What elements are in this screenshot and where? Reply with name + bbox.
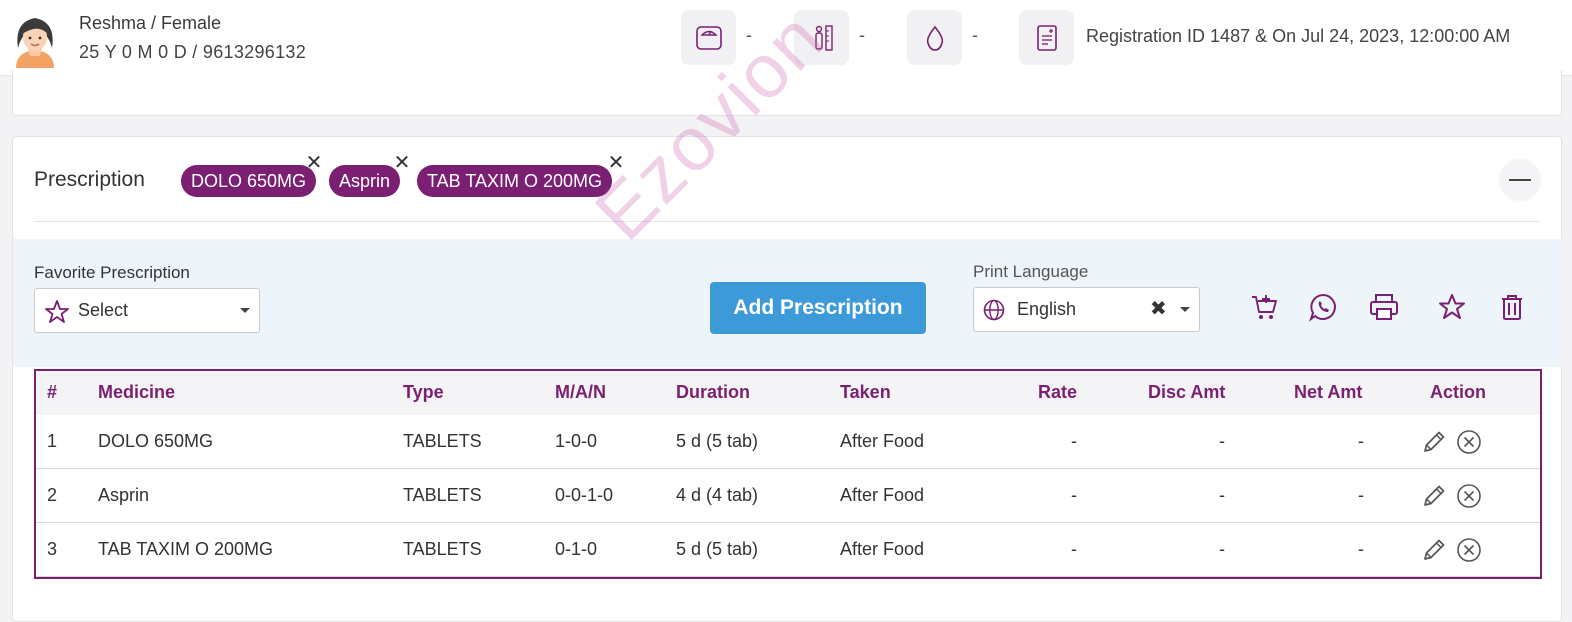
print-icon[interactable] [1366,289,1402,325]
column-header: Rate [1038,382,1078,402]
remove-circle-icon[interactable] [1456,429,1482,455]
cell-duration: 5 d (5 tab) [676,539,759,559]
column-header: Taken [840,382,891,402]
cell-rate: - [1071,485,1077,505]
cell-taken: After Food [840,539,925,559]
cell-number: 2 [47,485,58,505]
cell-disc-amt: - [1219,431,1225,451]
cell-type: TABLETS [403,431,482,451]
chevron-down-icon [1180,307,1190,312]
column-header: Net Amt [1294,382,1363,402]
chip-label: Asprin [339,171,391,191]
registration-icon [1019,10,1074,65]
star-icon [45,300,69,323]
add-prescription-button[interactable]: Add Prescription [710,282,926,334]
cell-duration: 4 d (4 tab) [676,485,759,505]
cell-rate: - [1071,431,1077,451]
height-value: - [859,25,865,45]
cell-medicine: Asprin [98,485,150,505]
cell-taken: After Food [840,431,925,451]
cell-type: TABLETS [403,539,482,559]
prescription-title: Prescription [34,168,145,191]
select-value: Select [78,300,129,320]
table-row: 1 DOLO 650MG TABLETS 1-0-0 5 d (5 tab) A… [36,415,1540,469]
medicine-chip[interactable]: DOLO 650MG [181,165,317,197]
print-language-label: Print Language [973,262,1089,281]
cell-number: 1 [47,431,58,451]
avatar [10,12,60,68]
column-header: Duration [676,382,750,402]
cell-type: TABLETS [403,485,482,505]
select-value: English [1017,299,1077,319]
favorite-prescription-label: Favorite Prescription [34,263,190,282]
chip-remove-icon[interactable]: ✕ [393,152,411,174]
star-icon[interactable] [1434,289,1470,325]
cell-number: 3 [47,539,58,559]
prescription-card: Prescription DOLO 650MG ✕ Asprin ✕ TAB T… [12,136,1563,622]
cell-duration: 5 d (5 tab) [676,431,759,451]
collapsed-section-card [12,70,1562,116]
chevron-down-icon [240,308,250,313]
table-row: 2 Asprin TABLETS 0-0-1-0 4 d (4 tab) Aft… [36,469,1540,523]
column-header: Disc Amt [1148,382,1226,402]
cell-man: 1-0-0 [555,431,598,451]
table-header: # Medicine Type M/A/N Duration Taken Rat… [36,371,1540,415]
favorite-prescription-select[interactable]: Select [34,288,260,333]
clear-icon[interactable]: ✖ [1150,298,1167,320]
cell-medicine: DOLO 650MG [98,431,214,451]
print-language-select[interactable]: English ✖ [973,287,1200,332]
remove-circle-icon[interactable] [1456,537,1482,563]
divider [34,221,1540,222]
column-header: Action [1430,382,1486,402]
pencil-icon[interactable] [1421,483,1447,509]
blood-drop-icon [907,10,962,65]
cell-man: 0-1-0 [555,539,598,559]
whatsapp-icon[interactable] [1305,289,1341,325]
cell-net-amt: - [1358,431,1364,451]
weight-scale-icon [681,10,736,65]
patient-info: 25 Y 0 M 0 D / 9613296132 [79,42,307,62]
minus-icon [1509,179,1531,181]
chip-label: DOLO 650MG [191,171,307,191]
cell-rate: - [1071,539,1077,559]
medicine-chip[interactable]: TAB TAXIM O 200MG [417,165,613,197]
blood-group-value: - [972,25,978,45]
chip-remove-icon[interactable]: ✕ [305,152,323,174]
chip-remove-icon[interactable]: ✕ [607,152,625,174]
table-row: 3 TAB TAXIM O 200MG TABLETS 0-1-0 5 d (5… [36,523,1540,577]
cell-man: 0-0-1-0 [555,485,614,505]
column-header: # [47,382,58,402]
registration-info: Registration ID 1487 & On Jul 24, 2023, … [1086,26,1511,46]
column-header: Type [403,382,444,402]
collapse-button[interactable] [1499,159,1541,201]
weight-value: - [746,25,752,45]
chip-label: TAB TAXIM O 200MG [427,171,603,191]
cell-taken: After Food [840,485,925,505]
trash-icon[interactable] [1494,289,1530,325]
height-icon [794,10,849,65]
prescription-table: # Medicine Type M/A/N Duration Taken Rat… [34,369,1542,579]
cell-net-amt: - [1358,485,1364,505]
globe-icon [983,299,1005,321]
pencil-icon[interactable] [1421,537,1447,563]
patient-header: Reshma / Female 25 Y 0 M 0 D / 961329613… [0,0,1572,76]
add-to-cart-icon[interactable] [1246,289,1282,325]
cell-medicine: TAB TAXIM O 200MG [98,539,274,559]
pencil-icon[interactable] [1421,429,1447,455]
cell-net-amt: - [1358,539,1364,559]
patient-name: Reshma / Female [79,13,222,33]
remove-circle-icon[interactable] [1456,483,1482,509]
medicine-chip[interactable]: Asprin [329,165,401,197]
cell-disc-amt: - [1219,485,1225,505]
prescription-toolbar: Favorite Prescription Select Add Prescri… [13,239,1563,367]
column-header: M/A/N [555,382,606,402]
column-header: Medicine [98,382,176,402]
cell-disc-amt: - [1219,539,1225,559]
